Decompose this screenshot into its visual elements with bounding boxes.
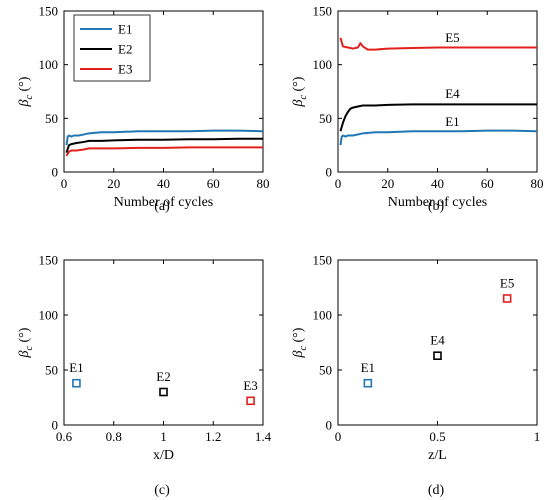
y-tick-label: 0: [326, 165, 333, 180]
y-tick-label: 50: [45, 363, 58, 378]
y-tick-label: 100: [313, 57, 333, 72]
series-label-e1: E1: [445, 114, 459, 129]
series-label-e4: E4: [445, 86, 460, 101]
x-tick-label: 40: [431, 176, 444, 191]
point-label-e1: E1: [361, 360, 375, 375]
x-tick-label: 1.4: [255, 429, 272, 444]
x-tick-label: 1: [534, 429, 541, 444]
point-marker-e4: [433, 351, 442, 361]
x-tick-label: 0.5: [429, 429, 445, 444]
series-line-e5: [339, 37, 537, 51]
series-line-e1: [65, 129, 264, 146]
x-tick-label: 1.2: [205, 429, 221, 444]
point-marker-e1: [72, 378, 81, 388]
y-tick-label: 100: [313, 308, 333, 323]
point-marker-e3: [246, 396, 255, 406]
y-label-symbol: β: [17, 99, 32, 107]
point-label-e2: E2: [156, 369, 170, 384]
series-line-e2: [65, 137, 263, 153]
y-axis-label: βc (°): [17, 327, 35, 358]
legend-entry-e3: E3: [118, 62, 132, 77]
point-marker-e1: [363, 378, 373, 388]
panel-label: (a): [154, 199, 170, 214]
x-axis-label: z/L: [428, 448, 447, 463]
y-tick-label: 50: [319, 111, 332, 126]
legend-entry-e1: E1: [118, 22, 132, 37]
series-line-e1: [339, 129, 538, 146]
x-tick-label: 20: [381, 176, 394, 191]
y-label-subscript: c: [24, 345, 35, 350]
y-tick-label: 100: [39, 308, 59, 323]
panel-b: 0 20 40 60 80 0 50 100 150 Number of cycles βc (°)…: [291, 4, 544, 215]
y-label-subscript: c: [298, 345, 309, 350]
y-tick-label: 0: [52, 165, 59, 180]
panel-c: 0.6 0.8 1 1.2 1.4 0 50 100 150 x/D βc (°) (c) E1 E2 E3: [17, 253, 272, 499]
series-line-e4: [339, 103, 537, 132]
x-tick-label: 0: [335, 429, 342, 444]
panel-a: 0 20 40 60 80 0 50 100 150 Number of cycles βc (°)…: [17, 4, 270, 215]
x-tick-label: 80: [257, 176, 270, 191]
y-axis-label: βc (°): [291, 327, 309, 358]
y-tick-label: 150: [313, 4, 333, 19]
y-axis-label: βc (°): [291, 76, 309, 107]
y-label-unit: (°): [17, 76, 32, 95]
y-axis-label: βc (°): [17, 76, 35, 107]
point-label-e5: E5: [500, 276, 514, 291]
x-tick-label: 20: [107, 176, 120, 191]
point-label-e3: E3: [243, 378, 257, 393]
y-label-unit: (°): [17, 327, 32, 346]
y-label-subscript: c: [24, 94, 35, 99]
y-tick-label: 0: [52, 418, 59, 433]
y-tick-label: 150: [313, 253, 333, 268]
x-tick-label: 40: [157, 176, 170, 191]
x-tick-label: 60: [207, 176, 220, 191]
x-tick-label: 0.6: [56, 429, 73, 444]
x-axis-label: Number of cycles: [388, 195, 488, 210]
panel-label: (d): [428, 483, 445, 498]
y-tick-label: 50: [45, 111, 58, 126]
axes-box: [337, 10, 538, 173]
y-label-subscript: c: [298, 94, 309, 99]
x-tick-label: 0: [61, 176, 68, 191]
point-label-e4: E4: [430, 333, 445, 348]
y-label-symbol: β: [291, 350, 306, 358]
series-label-e5: E5: [445, 30, 459, 45]
x-axis-label: Number of cycles: [114, 195, 214, 210]
y-tick-label: 50: [319, 363, 332, 378]
panel-label: (b): [428, 199, 445, 214]
x-tick-label: 0: [335, 176, 342, 191]
x-tick-label: 1: [160, 429, 167, 444]
panel-label: (c): [154, 483, 170, 498]
y-label-unit: (°): [291, 327, 306, 346]
y-tick-label: 150: [39, 253, 59, 268]
point-marker-e5: [502, 294, 512, 303]
y-tick-label: 100: [39, 57, 59, 72]
legend: E1 E2 E3: [73, 14, 151, 82]
legend-entry-e2: E2: [118, 42, 132, 57]
point-marker-e2: [159, 387, 168, 397]
y-label-symbol: β: [17, 350, 32, 358]
x-tick-label: 60: [481, 176, 494, 191]
y-tick-label: 0: [326, 418, 333, 433]
x-axis-label: x/D: [153, 448, 174, 463]
axes-box: [63, 259, 264, 426]
y-label-unit: (°): [291, 76, 306, 95]
panel-d: 0 0.5 1 0 50 100 150 z/L βc (°) (d) E1 E4 E5: [291, 253, 540, 499]
series-line-e3: [65, 146, 263, 157]
x-tick-label: 80: [531, 176, 544, 191]
x-tick-label: 0.8: [106, 429, 122, 444]
point-label-e1: E1: [69, 360, 83, 375]
y-label-symbol: β: [291, 99, 306, 107]
y-tick-label: 150: [39, 4, 59, 19]
